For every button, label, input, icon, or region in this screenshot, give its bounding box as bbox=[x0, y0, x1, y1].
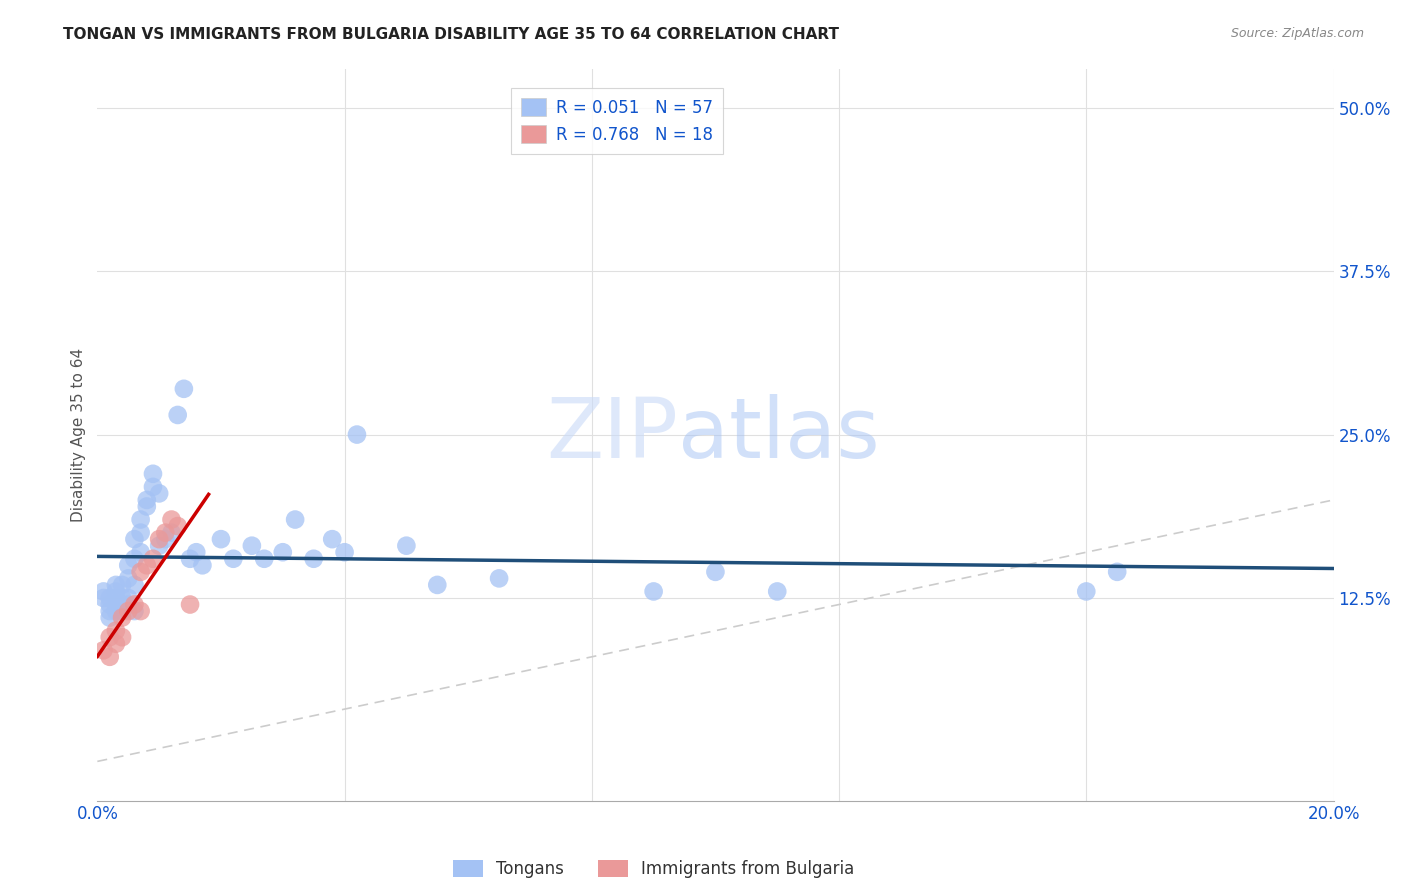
Legend: R = 0.051   N = 57, R = 0.768   N = 18: R = 0.051 N = 57, R = 0.768 N = 18 bbox=[510, 87, 723, 153]
Point bbox=[155, 532, 177, 546]
Point bbox=[155, 525, 177, 540]
Point bbox=[117, 598, 139, 612]
Point bbox=[117, 591, 139, 605]
Point bbox=[704, 565, 727, 579]
Text: Source: ZipAtlas.com: Source: ZipAtlas.com bbox=[1230, 27, 1364, 40]
Point bbox=[124, 578, 146, 592]
Point bbox=[135, 500, 157, 514]
Point bbox=[179, 598, 201, 612]
Point bbox=[426, 578, 449, 592]
Point bbox=[1107, 565, 1129, 579]
Point bbox=[129, 525, 152, 540]
Point bbox=[135, 492, 157, 507]
Point bbox=[302, 551, 325, 566]
Point bbox=[104, 598, 127, 612]
Point bbox=[333, 545, 356, 559]
Point bbox=[111, 610, 134, 624]
Point bbox=[142, 467, 165, 481]
Point bbox=[179, 551, 201, 566]
Point bbox=[135, 558, 157, 573]
Point bbox=[148, 486, 170, 500]
Point bbox=[93, 591, 115, 605]
Point bbox=[222, 551, 245, 566]
Point bbox=[117, 558, 139, 573]
Point bbox=[111, 630, 134, 644]
Point bbox=[142, 480, 165, 494]
Point bbox=[148, 532, 170, 546]
Point bbox=[129, 512, 152, 526]
Point bbox=[98, 630, 121, 644]
Point bbox=[1076, 584, 1098, 599]
Point bbox=[104, 578, 127, 592]
Text: TONGAN VS IMMIGRANTS FROM BULGARIA DISABILITY AGE 35 TO 64 CORRELATION CHART: TONGAN VS IMMIGRANTS FROM BULGARIA DISAB… bbox=[63, 27, 839, 42]
Point bbox=[124, 598, 146, 612]
Point bbox=[191, 558, 214, 573]
Text: atlas: atlas bbox=[678, 394, 880, 475]
Point bbox=[124, 551, 146, 566]
Point bbox=[93, 584, 115, 599]
Point bbox=[166, 408, 188, 422]
Point bbox=[643, 584, 665, 599]
Point bbox=[186, 545, 208, 559]
Point bbox=[166, 519, 188, 533]
Point bbox=[488, 571, 510, 585]
Point bbox=[240, 539, 263, 553]
Point bbox=[271, 545, 294, 559]
Point bbox=[124, 532, 146, 546]
Point bbox=[148, 539, 170, 553]
Point bbox=[253, 551, 276, 566]
Point bbox=[111, 604, 134, 618]
Point bbox=[284, 512, 307, 526]
Point bbox=[98, 591, 121, 605]
Point bbox=[98, 610, 121, 624]
Point bbox=[104, 604, 127, 618]
Point bbox=[395, 539, 418, 553]
Text: ZIP: ZIP bbox=[547, 394, 678, 475]
Point bbox=[766, 584, 789, 599]
Point bbox=[104, 584, 127, 599]
Point bbox=[321, 532, 343, 546]
Point bbox=[104, 637, 127, 651]
Point bbox=[104, 624, 127, 638]
Point bbox=[111, 598, 134, 612]
Point bbox=[142, 551, 165, 566]
Point bbox=[160, 525, 183, 540]
Point bbox=[93, 643, 115, 657]
Point bbox=[209, 532, 232, 546]
Point bbox=[104, 591, 127, 605]
Point bbox=[98, 604, 121, 618]
Point bbox=[346, 427, 368, 442]
Point bbox=[117, 571, 139, 585]
Point bbox=[160, 512, 183, 526]
Point bbox=[98, 598, 121, 612]
Point bbox=[173, 382, 195, 396]
Point bbox=[124, 604, 146, 618]
Point bbox=[98, 649, 121, 664]
Y-axis label: Disability Age 35 to 64: Disability Age 35 to 64 bbox=[72, 348, 86, 522]
Point bbox=[111, 591, 134, 605]
Point bbox=[129, 565, 152, 579]
Point bbox=[129, 604, 152, 618]
Point bbox=[129, 545, 152, 559]
Point bbox=[111, 578, 134, 592]
Point bbox=[117, 604, 139, 618]
